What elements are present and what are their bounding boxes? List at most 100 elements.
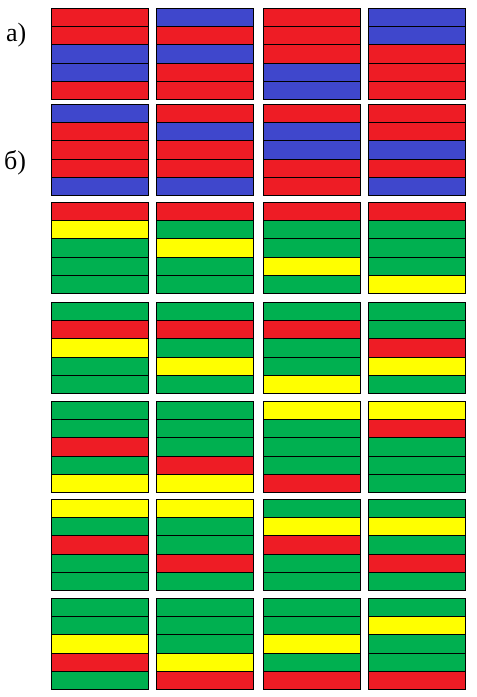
flag-r2-c3 bbox=[263, 104, 361, 196]
stripe bbox=[369, 320, 465, 339]
stripe bbox=[264, 9, 360, 27]
stripe bbox=[52, 634, 148, 653]
stripe bbox=[52, 670, 148, 690]
stripe bbox=[369, 571, 465, 591]
stripe bbox=[264, 571, 360, 591]
stripe bbox=[157, 220, 253, 239]
stripe bbox=[52, 238, 148, 257]
flag-r7-c1 bbox=[51, 598, 149, 690]
stripe bbox=[52, 419, 148, 438]
stripe bbox=[264, 303, 360, 321]
stripe bbox=[52, 9, 148, 27]
stripe bbox=[52, 455, 148, 474]
stripe bbox=[157, 455, 253, 474]
stripe bbox=[264, 455, 360, 474]
stripe bbox=[52, 140, 148, 159]
flag-r2-c4 bbox=[368, 104, 466, 196]
stripe bbox=[369, 419, 465, 438]
stripe bbox=[369, 274, 465, 294]
stripe bbox=[157, 320, 253, 339]
flag-r5-c2 bbox=[156, 401, 254, 493]
stripe bbox=[369, 402, 465, 420]
flag-r4-c1 bbox=[51, 302, 149, 394]
stripe bbox=[157, 140, 253, 159]
stripe bbox=[369, 599, 465, 617]
stripe bbox=[264, 140, 360, 159]
stripe bbox=[52, 105, 148, 123]
stripe bbox=[52, 220, 148, 239]
stripe bbox=[157, 338, 253, 357]
stripe bbox=[369, 455, 465, 474]
stripe bbox=[52, 616, 148, 635]
stripe bbox=[369, 105, 465, 123]
stripe bbox=[264, 634, 360, 653]
stripe bbox=[52, 356, 148, 375]
stripe bbox=[264, 419, 360, 438]
stripe bbox=[264, 500, 360, 518]
stripe bbox=[52, 571, 148, 591]
stripe bbox=[157, 80, 253, 100]
stripe bbox=[369, 158, 465, 177]
flag-r2-c1 bbox=[51, 104, 149, 196]
flag-r6-c2 bbox=[156, 499, 254, 591]
stripe bbox=[264, 62, 360, 81]
stripe bbox=[52, 80, 148, 100]
stripe bbox=[52, 517, 148, 536]
stripe bbox=[157, 500, 253, 518]
stripe bbox=[52, 44, 148, 63]
stripe bbox=[157, 402, 253, 420]
stripe bbox=[52, 303, 148, 321]
stripe bbox=[157, 356, 253, 375]
stripe bbox=[369, 220, 465, 239]
flag-r5-c3 bbox=[263, 401, 361, 493]
label-part-a: а) bbox=[6, 18, 27, 47]
stripe bbox=[157, 256, 253, 275]
stripe bbox=[369, 374, 465, 394]
stripe bbox=[369, 26, 465, 45]
stripe bbox=[369, 203, 465, 221]
flag-r3-c4 bbox=[368, 202, 466, 294]
stripe bbox=[52, 26, 148, 45]
flag-r5-c1 bbox=[51, 401, 149, 493]
stripe bbox=[52, 652, 148, 671]
stripe bbox=[264, 374, 360, 394]
stripe bbox=[157, 274, 253, 294]
stripe bbox=[264, 176, 360, 196]
stripe bbox=[264, 220, 360, 239]
stripe bbox=[52, 256, 148, 275]
stripe bbox=[157, 437, 253, 456]
stripe bbox=[369, 616, 465, 635]
stripe bbox=[264, 338, 360, 357]
stripe bbox=[369, 652, 465, 671]
stripe bbox=[264, 402, 360, 420]
flag-r2-c2 bbox=[156, 104, 254, 196]
stripe bbox=[157, 176, 253, 196]
stripe bbox=[369, 80, 465, 100]
stripe bbox=[157, 62, 253, 81]
stripe bbox=[264, 652, 360, 671]
flag-r1-c1 bbox=[51, 8, 149, 100]
stripe bbox=[157, 303, 253, 321]
stripe bbox=[52, 176, 148, 196]
stripe bbox=[52, 500, 148, 518]
flag-r3-c1 bbox=[51, 202, 149, 294]
stripe bbox=[369, 44, 465, 63]
stripe bbox=[369, 553, 465, 572]
stripe bbox=[157, 517, 253, 536]
stripe bbox=[52, 374, 148, 394]
stripe bbox=[264, 670, 360, 690]
stripe bbox=[157, 158, 253, 177]
stripe bbox=[157, 203, 253, 221]
stripe bbox=[157, 616, 253, 635]
stripe bbox=[264, 158, 360, 177]
stripe bbox=[369, 256, 465, 275]
stripe bbox=[264, 44, 360, 63]
stripe bbox=[264, 437, 360, 456]
stripe bbox=[52, 274, 148, 294]
stripe bbox=[52, 473, 148, 493]
stripe bbox=[264, 473, 360, 493]
stripe bbox=[157, 9, 253, 27]
stripe bbox=[264, 535, 360, 554]
stripe bbox=[264, 599, 360, 617]
